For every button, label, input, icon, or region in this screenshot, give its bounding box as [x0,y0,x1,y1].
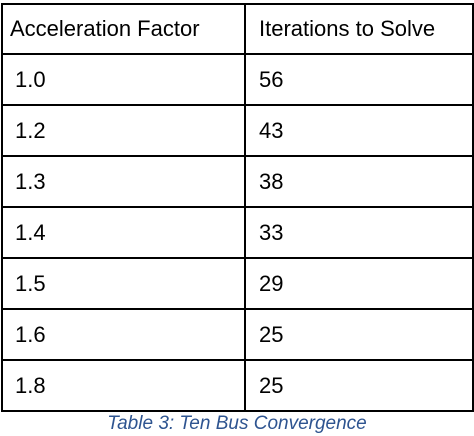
iterations-cell: 25 [244,359,474,412]
table-row: 1.2 43 [1,104,474,157]
acceleration-factor-cell: 1.0 [1,53,246,106]
convergence-table: Acceleration Factor Iterations to Solve … [1,3,474,412]
iterations-cell: 56 [244,53,474,106]
iterations-cell: 29 [244,257,474,310]
column-header-acceleration-factor: Acceleration Factor [1,3,246,55]
column-header-iterations-to-solve: Iterations to Solve [244,3,474,55]
table-row: 1.8 25 [1,359,474,412]
table-row: 1.3 38 [1,155,474,208]
acceleration-factor-cell: 1.2 [1,104,246,157]
convergence-table-container: Acceleration Factor Iterations to Solve … [1,3,474,412]
acceleration-factor-cell: 1.8 [1,359,246,412]
table-row: 1.6 25 [1,308,474,361]
iterations-cell: 33 [244,206,474,259]
table-row: 1.4 33 [1,206,474,259]
acceleration-factor-cell: 1.6 [1,308,246,361]
iterations-cell: 38 [244,155,474,208]
acceleration-factor-cell: 1.3 [1,155,246,208]
iterations-cell: 43 [244,104,474,157]
table-row: 1.0 56 [1,53,474,106]
table-row: 1.5 29 [1,257,474,310]
acceleration-factor-cell: 1.5 [1,257,246,310]
iterations-cell: 25 [244,308,474,361]
table-caption: Table 3: Ten Bus Convergence [107,413,367,434]
table-header-row: Acceleration Factor Iterations to Solve [1,3,474,55]
acceleration-factor-cell: 1.4 [1,206,246,259]
